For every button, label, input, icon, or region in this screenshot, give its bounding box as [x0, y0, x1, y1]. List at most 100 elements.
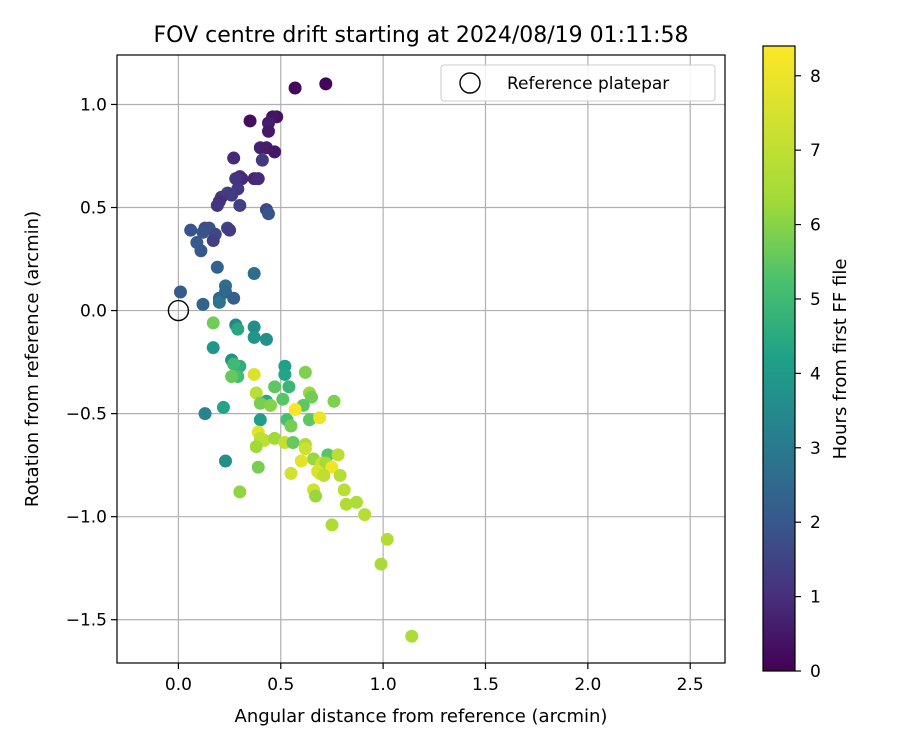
data-point: [198, 407, 212, 421]
data-point: [196, 297, 210, 311]
data-point: [278, 367, 292, 381]
data-point: [325, 460, 339, 474]
data-point: [261, 124, 275, 138]
data-point: [276, 392, 290, 406]
colorbar-tick-label: 5: [810, 290, 821, 310]
data-point: [350, 495, 364, 509]
colorbar-tick-label: 0: [810, 662, 821, 682]
data-point: [282, 380, 296, 394]
y-tick-label: −0.5: [66, 405, 107, 425]
data-point: [216, 400, 230, 414]
data-point: [253, 396, 267, 410]
colorbar-tick-label: 4: [810, 364, 821, 384]
x-tick-label: 0.5: [267, 675, 294, 695]
data-point: [313, 411, 327, 425]
x-tick-label: 1.0: [370, 675, 397, 695]
data-point: [339, 497, 353, 511]
data-point: [247, 330, 261, 344]
reference-marker-group: [167, 299, 190, 322]
y-tick-label: −1.5: [66, 611, 107, 631]
data-point: [210, 260, 224, 274]
data-point: [227, 151, 241, 165]
y-tick-label: −1.0: [66, 508, 107, 528]
colorbar-tick-label: 1: [810, 588, 821, 608]
data-point: [243, 114, 257, 128]
colorbar-gradient: [762, 45, 796, 672]
data-point: [288, 81, 302, 95]
x-axis-ticks: 0.0 0.5 1.0 1.5 2.0 2.5: [165, 663, 704, 695]
data-point: [284, 466, 298, 480]
x-axis-label: Angular distance from reference (arcmin): [235, 706, 608, 727]
data-point: [227, 357, 241, 371]
data-point: [337, 483, 351, 497]
data-point: [298, 365, 312, 379]
data-point: [229, 172, 243, 186]
data-point: [268, 145, 282, 159]
data-point: [206, 316, 220, 330]
data-point: [302, 413, 316, 427]
data-point: [231, 322, 245, 336]
y-tick-label: 0.5: [80, 199, 107, 219]
colorbar-ticks: 0 1 2 3 4 5 6 7 8: [795, 67, 821, 682]
x-tick-label: 1.5: [472, 675, 499, 695]
x-tick-label: 2.0: [574, 675, 601, 695]
legend-reference-label: Reference platepar: [507, 74, 669, 94]
data-point: [249, 440, 263, 454]
data-point: [261, 207, 275, 221]
colorbar-label: Hours from first FF file: [830, 259, 851, 460]
y-tick-label: 0.0: [80, 302, 107, 322]
data-point: [264, 398, 278, 412]
data-point: [319, 77, 333, 91]
data-point: [233, 198, 247, 212]
colorbar-tick-label: 8: [810, 67, 821, 87]
colorbar: 0 1 2 3 4 5 6 7 8 Hours from first FF file: [762, 45, 851, 682]
data-point: [247, 320, 261, 334]
data-point: [212, 295, 226, 309]
data-point: [309, 489, 323, 503]
plot-frame: [116, 54, 726, 664]
data-point: [304, 390, 318, 404]
legend-box: [440, 64, 716, 102]
data-point: [196, 225, 210, 239]
data-point: [210, 198, 224, 212]
data-point: [184, 223, 198, 237]
data-point: [268, 380, 282, 394]
data-point: [284, 419, 298, 433]
data-point: [253, 413, 267, 427]
y-tick-label: 1.0: [80, 95, 107, 115]
data-point: [173, 285, 187, 299]
data-point: [380, 532, 394, 546]
data-point: [294, 454, 308, 468]
legend-reference-marker: [459, 72, 481, 94]
data-point: [225, 370, 239, 384]
data-point: [233, 485, 247, 499]
legend: Reference platepar: [440, 64, 716, 102]
x-tick-label: 0.0: [165, 675, 192, 695]
data-point: [331, 448, 345, 462]
y-axis-label: Rotation from reference (arcmin): [22, 211, 43, 507]
data-point: [247, 367, 261, 381]
data-point: [317, 468, 331, 482]
data-point: [206, 233, 220, 247]
data-point: [251, 460, 265, 474]
data-point: [268, 431, 282, 445]
data-point: [194, 244, 208, 258]
data-point: [206, 341, 220, 355]
data-point: [259, 332, 273, 346]
data-point: [286, 435, 300, 449]
y-axis-ticks: −1.5 −1.0 −0.5 0.0 0.5 1.0: [66, 95, 117, 631]
data-point: [255, 153, 269, 167]
data-point: [251, 172, 265, 186]
reference-platepar-marker: [167, 299, 190, 322]
data-point: [288, 402, 302, 416]
grid-lines: [117, 55, 725, 663]
data-point: [247, 266, 261, 280]
x-tick-label: 2.5: [677, 675, 704, 695]
data-point: [327, 394, 341, 408]
data-point: [249, 386, 263, 400]
data-point: [223, 223, 237, 237]
data-point: [333, 468, 347, 482]
data-point: [298, 442, 312, 456]
data-point: [405, 629, 419, 643]
